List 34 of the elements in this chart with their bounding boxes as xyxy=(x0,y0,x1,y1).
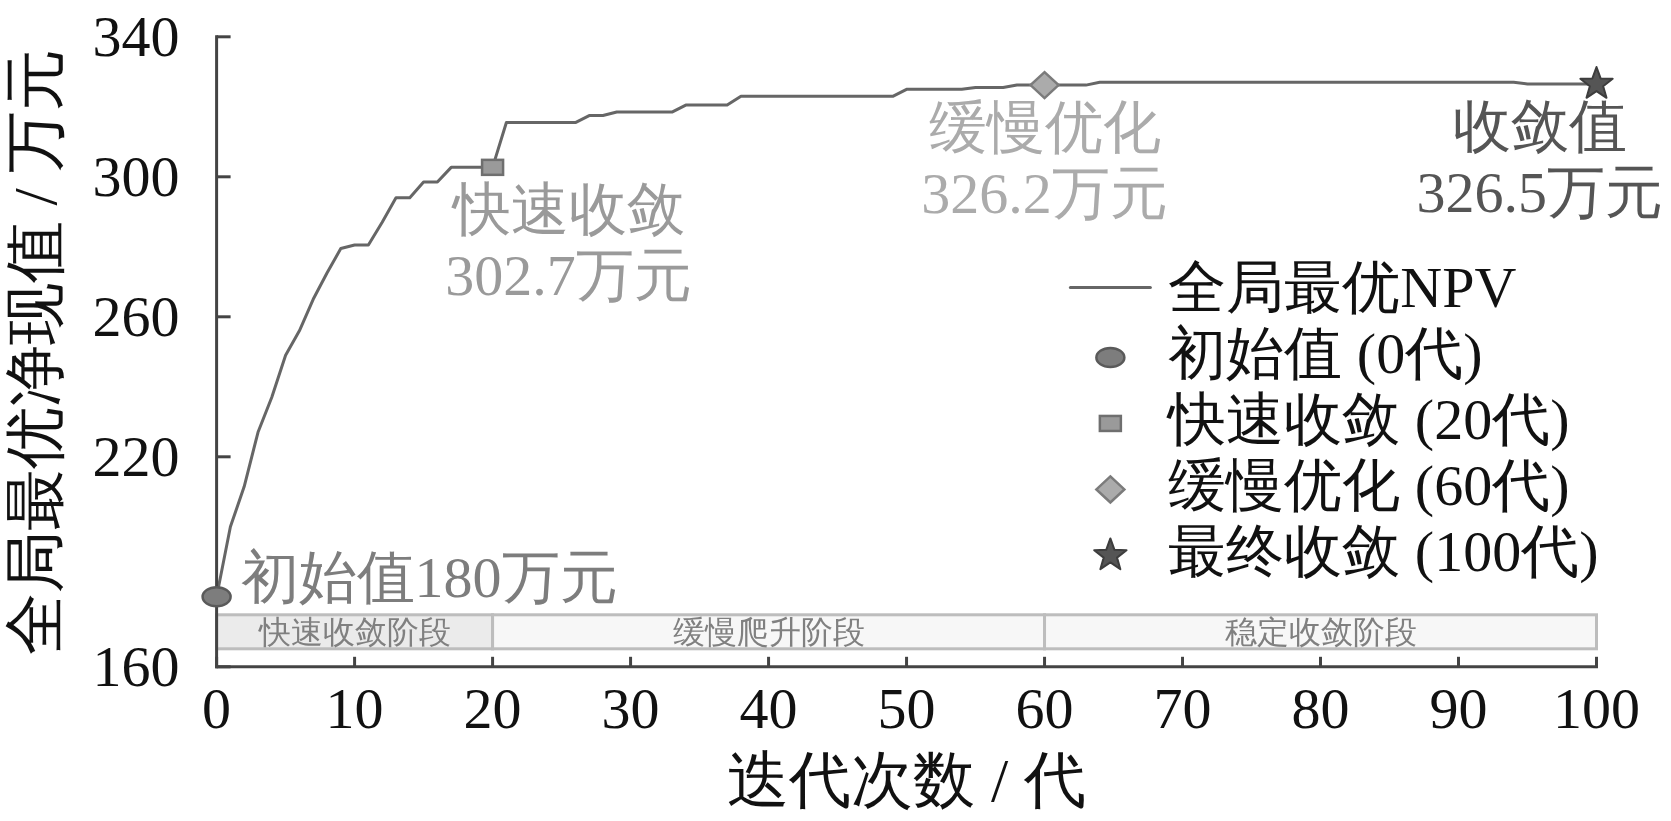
x-tick-label: 70 xyxy=(1153,675,1212,741)
x-tick-label: 90 xyxy=(1429,675,1488,741)
legend-label: 初始值 (0代) xyxy=(1168,321,1483,387)
x-tick-label: 0 xyxy=(202,675,232,741)
y-tick-label: 260 xyxy=(92,283,180,349)
annotation: 缓慢优化 326.2万元 xyxy=(921,95,1168,227)
y-axis-title: 全局最优净现值 / 万元 xyxy=(1,48,69,655)
x-tick-label: 60 xyxy=(1015,675,1074,741)
annotation: 初始值180万元 xyxy=(240,544,618,610)
x-axis-title: 迭代次数 / 代 xyxy=(727,746,1086,814)
point xyxy=(1029,70,1060,100)
legend-label: 缓慢优化 (60代) xyxy=(1168,453,1570,519)
y-tick-label: 300 xyxy=(92,143,180,209)
y-tick-label: 340 xyxy=(92,3,180,69)
annotation: 快速收敛 302.7万元 xyxy=(445,177,692,309)
y-tick-label: 220 xyxy=(92,423,180,489)
x-tick-label: 100 xyxy=(1553,675,1640,741)
x-tick-label: 40 xyxy=(739,675,798,741)
y-tick-label: 160 xyxy=(92,633,180,699)
x-tick-label: 80 xyxy=(1291,675,1350,741)
annotation: 收敛值 326.5万元 xyxy=(1416,94,1663,226)
legend-label: 全局最优NPV xyxy=(1168,255,1517,321)
legend-label: 快速收敛 (20代) xyxy=(1166,387,1570,453)
point xyxy=(480,158,505,177)
band-label: 缓慢爬升阶段 xyxy=(672,613,865,650)
legend-label: 最终收敛 (100代) xyxy=(1168,519,1599,585)
x-tick-label: 10 xyxy=(325,675,384,741)
x-tick-label: 50 xyxy=(877,675,936,741)
x-tick-label: 30 xyxy=(601,675,660,741)
band-label: 稳定收敛阶段 xyxy=(1224,613,1417,650)
point xyxy=(1579,66,1614,99)
point xyxy=(201,586,232,608)
x-tick-label: 20 xyxy=(463,675,522,741)
band-label: 快速收敛阶段 xyxy=(257,613,451,650)
